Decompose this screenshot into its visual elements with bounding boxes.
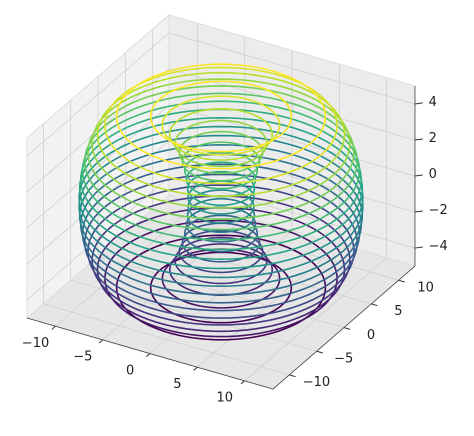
- grid-line: [168, 32, 416, 105]
- contour-line: [104, 66, 338, 185]
- contour-line: [161, 95, 281, 156]
- contour-line: [174, 236, 268, 285]
- contour-line: [178, 229, 264, 274]
- contour-line: [181, 141, 261, 182]
- grid-line: [26, 104, 170, 229]
- contour-line: [186, 197, 256, 234]
- contour-line: [187, 189, 255, 224]
- y-tick-label: −10: [303, 375, 330, 390]
- contour-line: [185, 206, 257, 243]
- tick-mark: [240, 380, 245, 385]
- contour-line: [186, 170, 256, 207]
- tick-mark: [51, 325, 56, 330]
- contour-line: [80, 153, 362, 296]
- x-tick-label: −10: [22, 336, 49, 351]
- tick-mark: [289, 374, 296, 378]
- y-tick-label: 0: [367, 328, 375, 343]
- x-tick-label: −5: [73, 350, 92, 365]
- contour-line: [181, 222, 261, 263]
- y-tick-label: 10: [417, 281, 434, 296]
- tick-mark: [343, 327, 351, 330]
- tick-mark: [398, 279, 405, 283]
- contour-line: [183, 151, 259, 190]
- grid-line: [168, 68, 416, 141]
- contour-line: [174, 119, 268, 168]
- x-tick-label: 10: [216, 391, 233, 406]
- x-tick-label: 0: [126, 363, 134, 378]
- grid-line: [168, 104, 416, 177]
- grid-line: [70, 279, 317, 352]
- grid-line: [26, 32, 170, 157]
- contour-line: [115, 63, 327, 170]
- contour-line: [78, 144, 364, 287]
- tick-mark: [371, 303, 378, 307]
- z-tick-label: −2: [429, 203, 448, 218]
- contour-line: [169, 108, 273, 161]
- grid-line: [43, 303, 290, 376]
- contour-line: [81, 100, 361, 241]
- z-tick-label: 2: [429, 131, 437, 146]
- tick-mark: [98, 339, 104, 344]
- contour-line: [87, 184, 355, 319]
- contour-line: [84, 92, 358, 231]
- contour-line: [149, 80, 293, 153]
- contour-line: [104, 219, 338, 338]
- tick-mark: [146, 353, 151, 358]
- tick-mark: [414, 174, 423, 177]
- y-tick-label: −5: [334, 352, 353, 367]
- tick-mark: [193, 366, 198, 371]
- contour-line: [91, 195, 351, 326]
- grid-line: [168, 176, 416, 249]
- contour-line: [183, 214, 259, 253]
- x-tick-label: 5: [173, 377, 181, 392]
- contour-line: [81, 163, 361, 304]
- contour-line: [84, 173, 358, 312]
- tick-mark: [414, 210, 423, 213]
- y-tick-label: 5: [394, 304, 402, 319]
- contour-line: [78, 117, 364, 260]
- contour-line: [178, 130, 264, 175]
- z-tick-label: 4: [429, 95, 437, 110]
- axis-line: [26, 317, 274, 390]
- z-tick-label: 0: [429, 167, 437, 182]
- tick-mark: [316, 350, 323, 354]
- tick-mark: [414, 102, 423, 105]
- z-tick-label: −4: [429, 239, 448, 254]
- tick-mark: [414, 246, 423, 249]
- tick-mark: [414, 138, 423, 141]
- contour-line: [78, 134, 364, 279]
- contour-line: [96, 206, 346, 333]
- contour-line: [91, 78, 351, 209]
- axis-line: [272, 265, 416, 390]
